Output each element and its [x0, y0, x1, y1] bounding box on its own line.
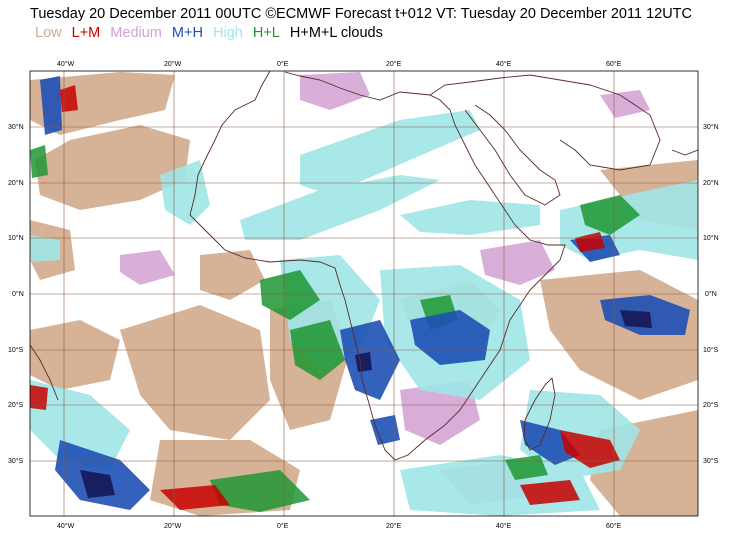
- graticule: [30, 71, 698, 516]
- lat-label-right-10n: 10°N: [703, 234, 719, 242]
- lat-label-left-10s: 10°S: [8, 346, 24, 354]
- lon-label-bottom-0e: 0°E: [277, 522, 289, 530]
- lon-label-bottom-40e: 40°E: [496, 522, 512, 530]
- lon-label-top-20w: 20°W: [164, 60, 182, 68]
- legend-h-m-l: H+M+L clouds: [289, 25, 383, 41]
- lon-label-top-20e: 20°E: [386, 60, 402, 68]
- coastlines: [30, 71, 698, 461]
- legend-low: Low: [35, 25, 62, 41]
- lon-label-top-0e: 0°E: [277, 60, 289, 68]
- lat-label-left-0n: 0°N: [12, 290, 24, 298]
- map-border: [29, 70, 699, 517]
- map-title: Tuesday 20 December 2011 00UTC ©ECMWF Fo…: [30, 6, 693, 22]
- lat-label-right-20n: 20°N: [703, 179, 719, 187]
- legend-h-l: H+L: [252, 25, 280, 41]
- lon-label-bottom-20e: 20°E: [386, 522, 402, 530]
- lon-label-top-40w: 40°W: [57, 60, 75, 68]
- lon-label-bottom-20w: 20°W: [164, 522, 182, 530]
- legend-l-m: L+M: [71, 25, 101, 41]
- lat-label-right-0n: 0°N: [705, 290, 717, 298]
- lat-label-left-30s: 30°S: [8, 457, 24, 465]
- lat-label-left-20n: 20°N: [8, 179, 24, 187]
- lat-label-right-10s: 10°S: [703, 346, 719, 354]
- lon-label-top-40e: 40°E: [496, 60, 512, 68]
- legend-m-h: M+H: [171, 25, 203, 41]
- legend-high: High: [212, 25, 243, 41]
- lat-label-left-30n: 30°N: [8, 123, 24, 131]
- lat-label-left-20s: 20°S: [8, 401, 24, 409]
- lat-label-right-30n: 30°N: [703, 123, 719, 131]
- lon-label-bottom-40w: 40°W: [57, 522, 75, 530]
- lat-label-left-10n: 10°N: [8, 234, 24, 242]
- lat-label-right-30s: 30°S: [703, 457, 719, 465]
- lat-label-right-20s: 20°S: [703, 401, 719, 409]
- cloud-fields: [30, 72, 698, 516]
- cloud-legend: Low L+M Medium M+H High H+L H+M+L clouds: [35, 25, 389, 41]
- lon-label-top-60e: 60°E: [606, 60, 622, 68]
- lon-label-bottom-60e: 60°E: [606, 522, 622, 530]
- legend-medium: Medium: [110, 25, 162, 41]
